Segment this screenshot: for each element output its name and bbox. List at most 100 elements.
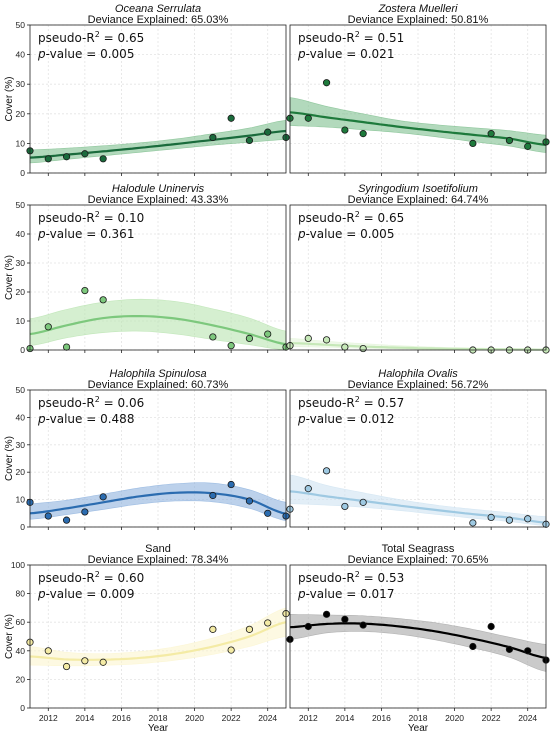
x-tick-label: 2016 <box>112 713 131 723</box>
data-point <box>505 645 514 653</box>
p-value-text: p-value = 0.005 <box>37 47 134 61</box>
y-axis-label-row-1: Cover (%) <box>4 76 15 121</box>
y-tick-label: 30 <box>16 440 26 450</box>
data-point <box>322 336 331 344</box>
y-tick-label: 40 <box>16 229 26 239</box>
p-value-text: p-value = 0.009 <box>37 587 134 601</box>
y-tick-label: 30 <box>16 79 26 89</box>
pseudo-r2-text: pseudo-R2 = 0.10 <box>38 210 144 225</box>
data-point <box>469 519 477 527</box>
y-tick-label: 100 <box>11 560 25 570</box>
data-point <box>44 323 52 331</box>
data-point <box>341 615 349 623</box>
x-tick-label: 2024 <box>258 713 277 723</box>
x-tick-label: 2020 <box>445 713 464 723</box>
y-tick-label: 20 <box>16 287 26 297</box>
pseudo-r2-text: pseudo-R2 = 0.60 <box>38 570 144 585</box>
fit-line <box>29 129 287 159</box>
data-point <box>209 491 217 500</box>
data-point <box>264 330 272 338</box>
data-point <box>469 642 477 651</box>
panel-title: Syringodium Isoetifolium <box>358 183 478 195</box>
data-point <box>341 343 349 351</box>
fit-line <box>289 622 547 660</box>
data-point <box>341 126 349 134</box>
panel-subtitle: Deviance Explained: 65.03% <box>88 14 229 26</box>
data-point <box>81 286 89 295</box>
x-tick-label: 2024 <box>518 713 537 723</box>
y-tick-label: 60 <box>16 617 26 627</box>
p-value-text: p-value = 0.017 <box>297 587 394 601</box>
y-tick-label: 50 <box>16 200 26 210</box>
panel-title: Zostera Muelleri <box>378 3 458 15</box>
p-value-text: p-value = 0.488 <box>37 412 134 426</box>
panel-7: 0 20 40 60 80 100 2012 2014 2016 2018 2020 2022 2024… <box>11 543 290 723</box>
data-point <box>264 128 272 136</box>
data-point <box>81 150 89 158</box>
panel-subtitle: Deviance Explained: 78.34% <box>88 554 229 566</box>
panel-8: 2012 2014 2016 2018 2020 2022 2024 Total Seagra… <box>286 543 550 723</box>
data-point <box>44 647 52 655</box>
data-point <box>245 334 254 342</box>
data-point <box>304 622 312 631</box>
panel-title: Sand <box>145 543 171 555</box>
fit-line <box>289 490 547 524</box>
panel-subtitle: Deviance Explained: 60.73% <box>88 379 229 391</box>
data-point <box>81 508 89 516</box>
y-tick-label: 40 <box>16 646 26 656</box>
data-point <box>99 296 107 304</box>
x-axis-label-col-2: Year <box>408 723 429 734</box>
data-point <box>264 619 272 627</box>
data-point <box>322 610 331 618</box>
y-tick-label: 10 <box>16 316 26 326</box>
y-tick-label: 40 <box>16 50 26 60</box>
y-axis-label-row-3: Cover (%) <box>4 436 15 481</box>
fit-line <box>29 621 287 661</box>
fit-line <box>29 315 287 346</box>
y-tick-label: 0 <box>20 168 25 178</box>
y-tick-label: 0 <box>20 345 25 355</box>
data-point <box>227 114 235 122</box>
data-point <box>304 334 312 342</box>
x-tick-label: 2014 <box>75 713 94 723</box>
data-point <box>44 155 52 163</box>
pseudo-r2-text: pseudo-R2 = 0.51 <box>298 30 404 45</box>
data-point <box>487 513 495 522</box>
data-point <box>469 139 477 147</box>
y-tick-label: 40 <box>16 412 26 422</box>
panel-subtitle: Deviance Explained: 56.72% <box>348 379 489 391</box>
pseudo-r2-text: pseudo-R2 = 0.65 <box>298 210 404 225</box>
data-point <box>62 516 71 524</box>
data-point <box>227 342 235 350</box>
data-point <box>99 155 107 163</box>
fit-line <box>29 491 287 515</box>
data-point <box>524 515 532 523</box>
panel-title: Total Seagrass <box>382 543 455 555</box>
data-point <box>505 516 514 524</box>
data-point <box>99 658 107 666</box>
data-point <box>209 625 217 633</box>
x-tick-label: 2022 <box>482 713 501 723</box>
y-tick-label: 30 <box>16 258 26 268</box>
panel-subtitle: Deviance Explained: 43.33% <box>88 194 229 206</box>
data-point <box>487 130 495 138</box>
pseudo-r2-text: pseudo-R2 = 0.06 <box>38 395 144 410</box>
y-tick-label: 80 <box>16 589 26 599</box>
y-axis-label-row-4: Cover (%) <box>4 614 15 659</box>
pseudo-r2-text: pseudo-R2 = 0.53 <box>298 570 404 585</box>
panel-title: Oceana Serrulata <box>115 3 201 15</box>
y-axis-label-row-2: Cover (%) <box>4 255 15 300</box>
panel-title: Halophila Ovalis <box>378 368 458 380</box>
p-value-text: p-value = 0.021 <box>297 47 394 61</box>
y-tick-label: 50 <box>16 20 26 30</box>
data-point <box>322 467 331 475</box>
p-value-text: p-value = 0.361 <box>37 227 134 241</box>
data-point <box>245 497 254 505</box>
data-point <box>524 142 532 150</box>
panel-title: Halophila Spinulosa <box>109 368 206 380</box>
